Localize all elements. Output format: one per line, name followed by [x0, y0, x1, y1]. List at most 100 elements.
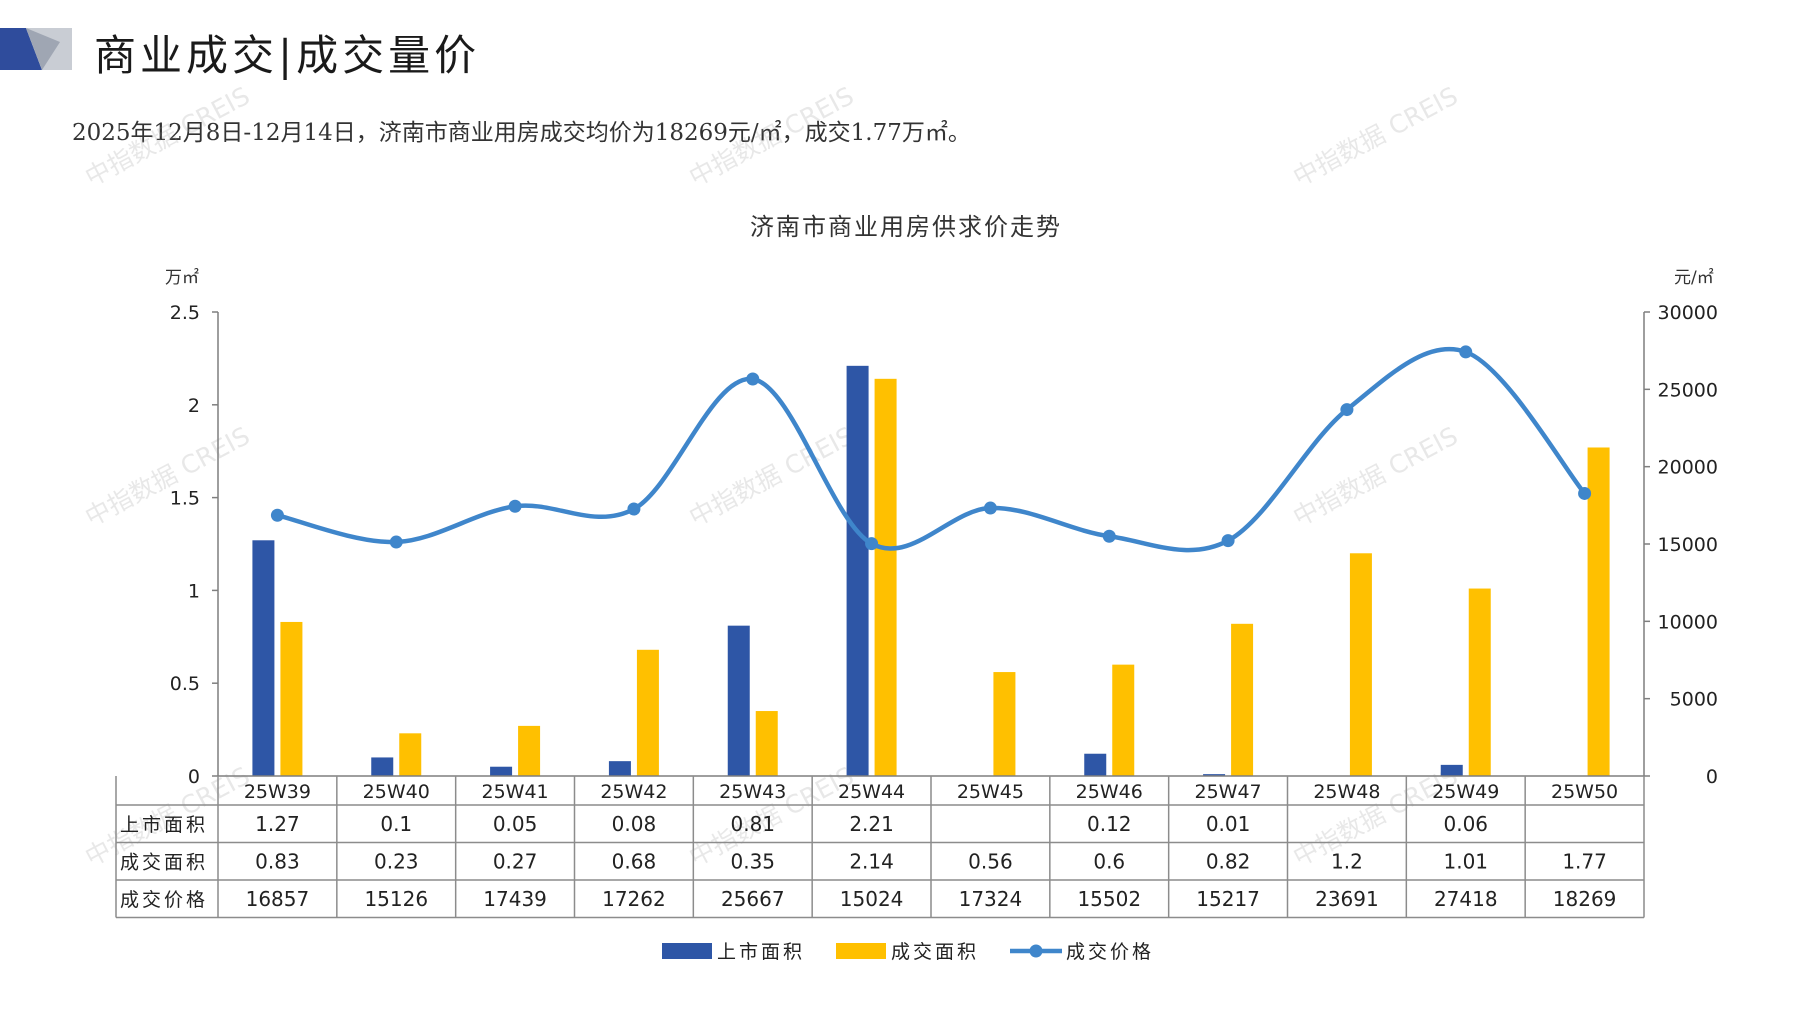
deal-bar — [1468, 588, 1491, 776]
table-cell: 1.27 — [255, 812, 300, 836]
price-point — [865, 537, 879, 551]
table-cell: 17324 — [959, 887, 1023, 911]
category-label: 25W39 — [244, 781, 311, 803]
supply-bar — [1084, 753, 1107, 776]
table-cell: 0.1 — [380, 812, 412, 836]
table-cell: 0.23 — [374, 850, 419, 874]
table-cell: 0.83 — [255, 850, 300, 874]
table-cell: 18269 — [1553, 887, 1617, 911]
table-cell: 0.6 — [1093, 850, 1125, 874]
table-cell: 1.77 — [1562, 850, 1607, 874]
deal-bar — [399, 733, 422, 776]
left-tick-label: 2 — [188, 395, 200, 417]
category-label: 25W42 — [600, 781, 667, 803]
legend-swatch-price-marker — [1029, 944, 1043, 958]
deal-bar — [636, 649, 659, 776]
table-cell: 1.2 — [1331, 850, 1363, 874]
right-axis-unit: 元/㎡ — [1674, 268, 1714, 288]
deal-bar — [755, 711, 778, 776]
right-tick-label: 0 — [1706, 766, 1718, 788]
left-axis-unit: 万㎡ — [165, 268, 199, 288]
right-tick-label: 10000 — [1658, 611, 1718, 633]
deal-bar — [518, 725, 541, 776]
right-tick-label: 20000 — [1658, 457, 1718, 479]
right-tick-label: 5000 — [1670, 689, 1718, 711]
price-point — [270, 508, 284, 522]
table-cell: 0.01 — [1206, 812, 1251, 836]
right-tick-label: 25000 — [1658, 379, 1718, 401]
table-row-label: 成交价格 — [120, 889, 208, 911]
deal-bar — [1112, 664, 1135, 776]
right-tick-label: 30000 — [1658, 302, 1718, 324]
table-row-label: 上市面积 — [120, 814, 208, 836]
category-label: 25W43 — [719, 781, 786, 803]
table-cell: 0.27 — [493, 850, 538, 874]
category-label: 25W49 — [1432, 781, 1499, 803]
table-cell: 15502 — [1077, 887, 1141, 911]
price-point — [1459, 345, 1473, 359]
supply-bar — [371, 757, 394, 776]
deal-bar — [280, 621, 303, 776]
legend-label-supply: 上市面积 — [717, 941, 805, 963]
category-label: 25W48 — [1313, 781, 1380, 803]
supply-bar — [490, 766, 513, 776]
table-cell: 0.05 — [493, 812, 538, 836]
table-cell: 0.68 — [612, 850, 657, 874]
price-series-line — [276, 346, 1587, 553]
table-cell: 27418 — [1434, 887, 1498, 911]
supply-bar — [846, 365, 869, 776]
axes: 0 0.5 1 1.5 2 2.5 0 5000 10000 15000 20000 25000 300… — [170, 302, 1718, 788]
category-label: 25W40 — [363, 781, 430, 803]
supply-bar — [608, 761, 631, 776]
supply-demand-price-chart: 济南市商业用房供求价走势 万㎡ 元/㎡ 0 0.5 1 1.5 2 2.5 0 5000 100… — [115, 213, 1718, 963]
table-cell: 17262 — [602, 887, 666, 911]
table-cell: 1.01 — [1443, 850, 1488, 874]
category-label: 25W41 — [482, 781, 549, 803]
legend-swatch-deal — [836, 943, 886, 959]
supply-bar — [1440, 764, 1463, 776]
table-cell: 15024 — [840, 887, 904, 911]
deal-bar — [1587, 447, 1610, 776]
legend: 上市面积 成交面积 成交价格 — [662, 941, 1154, 963]
price-point — [1340, 403, 1354, 417]
price-point — [1102, 529, 1116, 543]
left-tick-label: 1.5 — [170, 488, 200, 510]
legend-label-price: 成交价格 — [1066, 941, 1154, 963]
data-table: 25W39 25W40 25W41 25W42 25W43 25W44 25W45 25W46… — [115, 775, 1645, 919]
category-label: 25W46 — [1076, 781, 1143, 803]
table-cell: 25667 — [721, 887, 785, 911]
category-label: 25W47 — [1195, 781, 1262, 803]
table-cell: 0.06 — [1443, 812, 1488, 836]
deal-bar — [874, 378, 897, 776]
supply-bar — [252, 540, 275, 776]
right-tick-label: 15000 — [1658, 534, 1718, 556]
category-label: 25W45 — [957, 781, 1024, 803]
deal-bar — [1349, 553, 1372, 776]
legend-swatch-supply — [662, 943, 712, 959]
deal-bar — [993, 672, 1016, 776]
price-point — [1578, 486, 1592, 500]
table-cell: 15126 — [364, 887, 428, 911]
table-cell: 23691 — [1315, 887, 1379, 911]
legend-label-deal: 成交面积 — [891, 941, 979, 963]
price-point — [1221, 534, 1235, 548]
deal-bar — [1231, 623, 1254, 776]
table-cell: 0.82 — [1206, 850, 1251, 874]
left-tick-label: 0.5 — [170, 673, 200, 695]
table-row-label: 成交面积 — [120, 852, 208, 874]
table-cell: 0.08 — [612, 812, 657, 836]
supply-bar — [727, 625, 750, 776]
category-label: 25W44 — [838, 781, 905, 803]
summary-text: 2025年12月8日-12月14日，济南市商业用房成交均价为18269元/㎡，成… — [72, 120, 971, 146]
category-label: 25W50 — [1551, 781, 1618, 803]
price-line — [270, 345, 1592, 553]
table-cell: 15217 — [1196, 887, 1260, 911]
table-cell: 16857 — [246, 887, 310, 911]
supply-bar — [1203, 774, 1226, 776]
table-cell: 2.14 — [849, 850, 894, 874]
chart-title: 济南市商业用房供求价走势 — [750, 213, 1062, 241]
price-point — [389, 535, 403, 549]
price-point — [746, 372, 760, 386]
table-cell: 17439 — [483, 887, 547, 911]
table-cell: 0.35 — [730, 850, 775, 874]
